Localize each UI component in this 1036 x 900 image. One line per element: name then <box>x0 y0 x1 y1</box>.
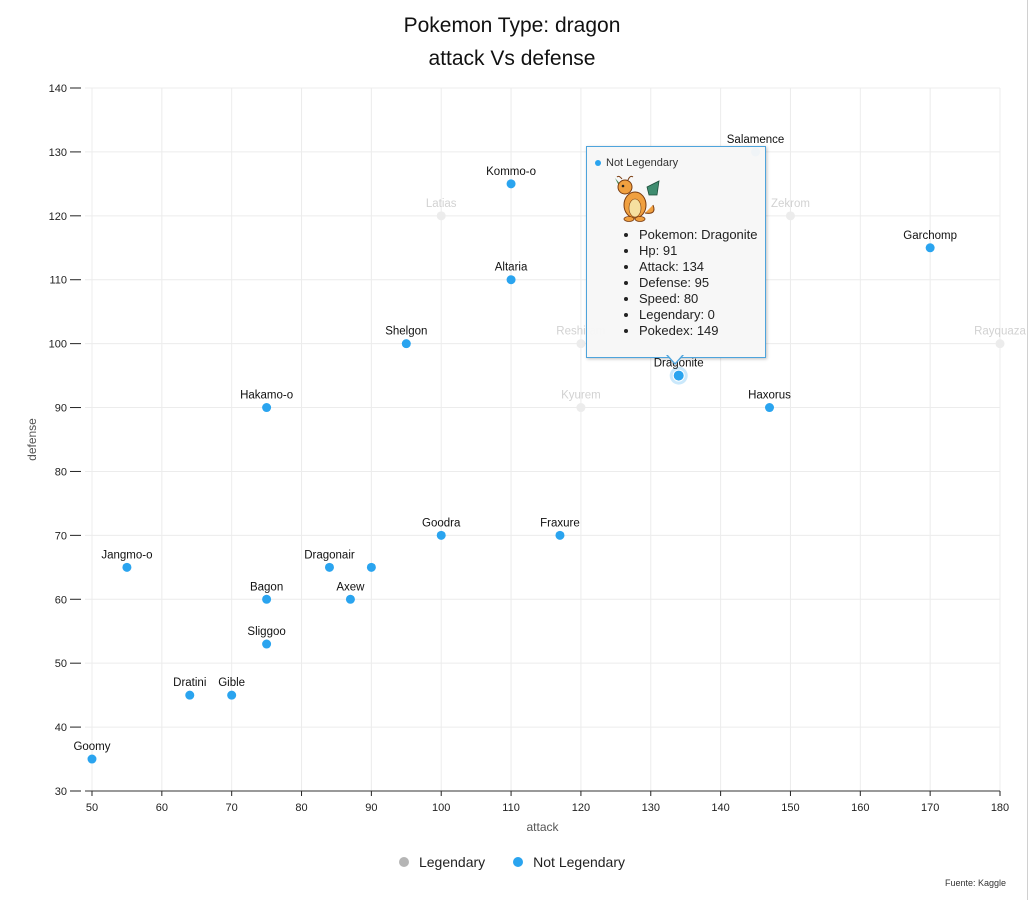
y-tick-label: 50 <box>55 658 67 670</box>
data-point <box>765 403 775 413</box>
data-label: Sliggoo <box>247 626 285 638</box>
data-label: Rayquaza <box>974 326 1026 338</box>
chart-subtitle: attack Vs defense <box>428 47 596 70</box>
data-point <box>87 754 97 764</box>
y-tick-label: 30 <box>55 786 67 798</box>
data-point <box>122 562 132 572</box>
data-point <box>401 339 411 349</box>
data-point <box>506 179 516 189</box>
data-point <box>436 211 446 221</box>
source-credit: Fuente: Kaggle <box>944 878 1006 888</box>
y-tick-label: 40 <box>55 722 67 734</box>
tooltip-line: Legendary: 0 <box>639 307 758 323</box>
data-label: Latias <box>426 198 457 210</box>
x-axis-label: attack <box>526 820 559 834</box>
x-tick-label: 120 <box>572 802 590 814</box>
tooltip-line: Defense: 95 <box>639 275 758 291</box>
data-label: Goomy <box>73 741 110 753</box>
data-point <box>995 339 1005 349</box>
data-label: Dragonair <box>304 549 355 561</box>
frame-border <box>1027 0 1028 900</box>
data-point <box>262 594 272 604</box>
tooltip-series-label: Not Legendary <box>606 157 679 169</box>
y-tick-label: 100 <box>49 339 67 351</box>
legend-item-not-legendary[interactable]: Not Legendary <box>513 854 625 870</box>
x-tick-label: 90 <box>365 802 377 814</box>
data-point <box>785 211 795 221</box>
y-tick-label: 80 <box>55 466 67 478</box>
data-point <box>576 339 586 349</box>
y-tick-label: 120 <box>49 211 67 223</box>
y-tick-label: 140 <box>49 83 67 95</box>
data-label: Kommo-o <box>486 166 536 178</box>
dragonite-sprite-icon <box>615 175 660 222</box>
data-point <box>185 690 195 700</box>
x-tick-label: 80 <box>295 802 307 814</box>
data-label: Zekrom <box>771 198 810 210</box>
tooltip-line: Pokedex: 149 <box>639 323 758 339</box>
x-tick-label: 70 <box>226 802 238 814</box>
data-label: Haxorus <box>748 390 791 402</box>
tooltip-series-dot <box>595 160 601 166</box>
tooltip-pointer-fill <box>667 354 683 363</box>
point-tooltip: Not Legendary Pokemon: Dragonite Hp: 91 … <box>586 146 766 358</box>
data-point <box>555 530 565 540</box>
data-label: Altaria <box>495 262 528 274</box>
data-point <box>324 562 334 572</box>
data-label: Dratini <box>173 677 206 689</box>
data-label: Shelgon <box>385 326 427 338</box>
x-tick-label: 160 <box>851 802 869 814</box>
x-tick-label: 130 <box>642 802 660 814</box>
y-axis-label: defense <box>25 418 39 461</box>
x-tick-label: 50 <box>86 802 98 814</box>
data-label: Jangmo-o <box>101 549 152 561</box>
y-tick-label: 90 <box>55 403 67 415</box>
y-tick-label: 70 <box>55 530 67 542</box>
data-label: Goodra <box>422 517 461 529</box>
tooltip-line: Speed: 80 <box>639 291 758 307</box>
tooltip-line: Attack: 134 <box>639 259 758 275</box>
data-label: Hakamo-o <box>240 390 293 402</box>
data-point <box>366 562 376 572</box>
tooltip-details: Pokemon: Dragonite Hp: 91 Attack: 134 De… <box>599 227 758 339</box>
x-tick-label: 180 <box>991 802 1009 814</box>
data-point <box>506 275 516 285</box>
legend-item-legendary[interactable]: Legendary <box>398 854 486 870</box>
data-point <box>576 403 586 413</box>
tooltip-header: Not Legendary <box>595 157 678 169</box>
data-label: Kyurem <box>561 390 601 402</box>
x-tick-label: 110 <box>502 802 520 814</box>
data-label: Fraxure <box>540 517 580 529</box>
data-point <box>436 530 446 540</box>
y-tick-label: 130 <box>49 147 67 159</box>
data-label: Bagon <box>250 581 283 593</box>
data-point <box>227 690 237 700</box>
y-tick-label: 110 <box>49 275 67 287</box>
data-point <box>672 369 685 382</box>
legend-marker-legendary <box>398 857 409 867</box>
x-tick-label: 170 <box>921 802 939 814</box>
data-label: Gible <box>218 677 245 689</box>
tooltip-line: Hp: 91 <box>639 243 758 259</box>
y-tick-label: 60 <box>55 594 67 606</box>
x-tick-label: 100 <box>432 802 450 814</box>
data-label: Salamence <box>727 134 785 146</box>
data-point <box>262 403 272 413</box>
data-point <box>262 639 272 649</box>
chart-legend: Legendary Not Legendary <box>0 854 1024 870</box>
chart-title: Pokemon Type: dragon <box>403 14 621 37</box>
x-tick-label: 150 <box>781 802 799 814</box>
data-label: Axew <box>336 581 365 593</box>
tooltip-line: Pokemon: Dragonite <box>639 227 758 243</box>
data-label: Garchomp <box>903 230 957 242</box>
data-point <box>925 243 935 253</box>
legend-label-not-legendary: Not Legendary <box>533 854 625 870</box>
data-point <box>345 594 355 604</box>
x-tick-label: 60 <box>156 802 168 814</box>
x-tick-label: 140 <box>711 802 729 814</box>
legend-marker-not-legendary <box>513 857 524 867</box>
legend-label-legendary: Legendary <box>418 854 486 870</box>
